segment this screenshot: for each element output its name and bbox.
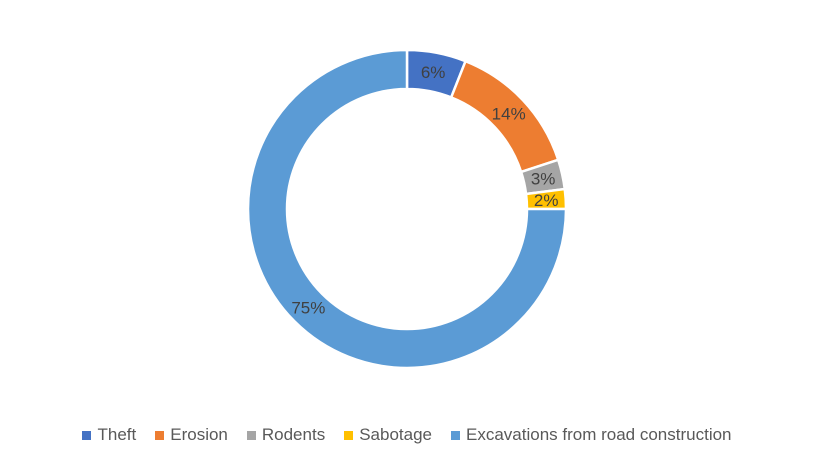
legend-swatch [451,430,460,440]
legend-label: Theft [97,425,137,444]
legend-item: Rodents [246,425,326,445]
legend-label: Rodents [261,425,326,444]
legend-label: Sabotage [359,425,432,444]
data-label: 3% [531,170,556,189]
data-label: 2% [534,191,559,210]
legend-item: Theft [82,425,136,445]
legend-swatch [246,430,256,440]
legend-item: Sabotage [344,425,432,445]
legend-item: Excavations from road construction [451,425,732,445]
slice-excavations-from-road-construction [246,48,568,370]
legend-swatch [344,430,354,440]
legend-swatch [82,430,92,440]
data-label: 14% [492,105,526,124]
legend-item: Erosion [155,425,228,445]
legend-swatch [155,430,165,440]
legend-label: Excavations from road construction [466,425,732,444]
data-label: 75% [291,299,325,318]
legend: Theft Erosion Rodents Sabotage Excavations f… [0,425,814,445]
legend-label: Erosion [170,425,228,444]
data-label: 6% [421,63,446,82]
